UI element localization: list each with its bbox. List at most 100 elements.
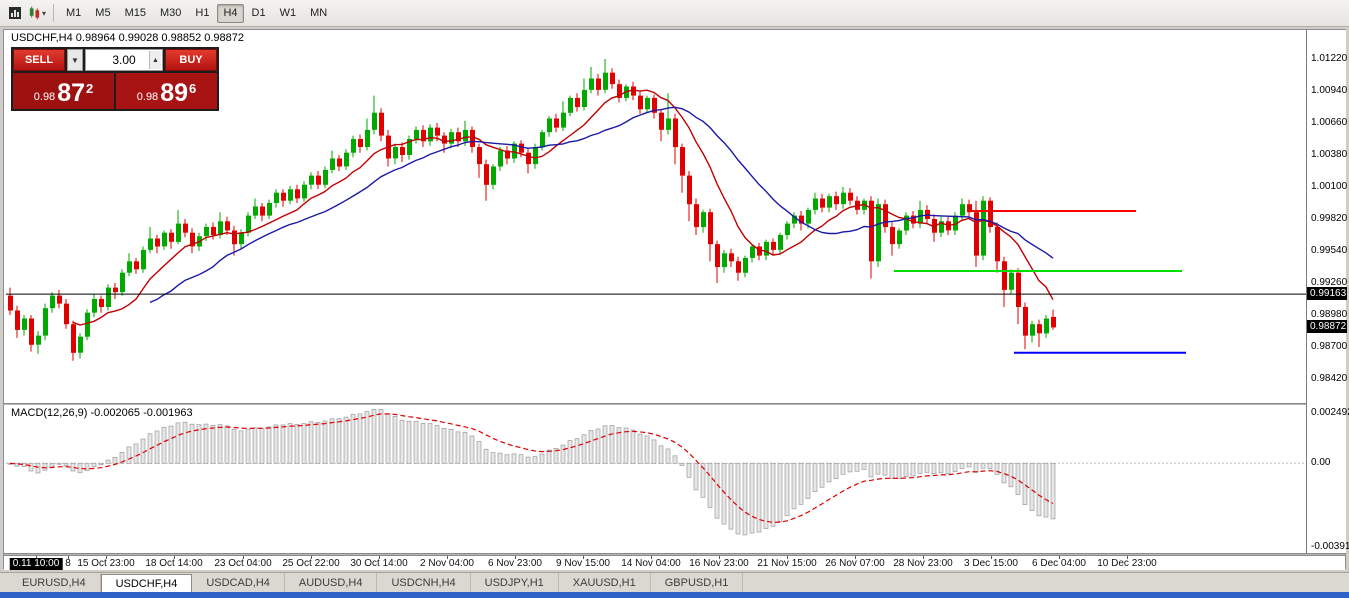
macd-signal-line xyxy=(9,413,1054,523)
time-axis-tick xyxy=(1059,556,1060,559)
price-tag: 0.99163 xyxy=(1307,287,1347,300)
time-axis-tick xyxy=(311,556,312,559)
symbol-tab-xauusd-h1[interactable]: XAUUSD,H1 xyxy=(559,573,651,592)
buy-price-prefix: 0.98 xyxy=(136,91,159,103)
time-axis-tick xyxy=(106,556,107,559)
chart-style-dropdown-caret[interactable]: ▾ xyxy=(41,8,46,18)
sell-button[interactable]: SELL xyxy=(13,49,65,71)
buy-button[interactable]: BUY xyxy=(165,49,217,71)
time-axis-label: 16 Nov 23:00 xyxy=(689,558,749,569)
time-axis-tick xyxy=(174,556,175,559)
time-axis-label: 18 Oct 14:00 xyxy=(145,558,203,569)
time-axis-tick xyxy=(36,556,37,559)
macd-axis-label: 0.00 xyxy=(1311,457,1331,468)
buy-price-display[interactable]: 0.98 89 6 xyxy=(116,73,217,109)
time-axis-tick xyxy=(855,556,856,559)
time-axis-tick xyxy=(515,556,516,559)
time-axis-tick xyxy=(991,556,992,559)
symbol-tab-usdcnh-h4[interactable]: USDCNH,H4 xyxy=(377,573,471,592)
price-axis-label: 0.99820 xyxy=(1311,213,1348,224)
volume-stepper[interactable]: ▲ xyxy=(149,51,161,69)
price-chart-canvas[interactable] xyxy=(6,46,1306,402)
main-toolbar: ▾ M1 M5 M15 M30 H1 H4 D1 W1 MN xyxy=(0,0,1349,27)
price-axis-label: 0.99260 xyxy=(1311,277,1348,288)
time-axis-tick xyxy=(68,556,69,559)
buy-price-pip: 6 xyxy=(189,81,197,96)
time-marker-tag: 0.11 10:00 xyxy=(9,558,63,570)
sell-price-main: 87 xyxy=(57,79,85,107)
chart-ohlc-header: USDCHF,H4 0.98964 0.99028 0.98852 0.9887… xyxy=(11,32,245,44)
timeframe-toolbar: M1 M5 M15 M30 H1 H4 D1 W1 MN xyxy=(59,3,334,23)
time-axis-label: 10 Dec 23:00 xyxy=(1097,558,1157,569)
price-axis[interactable]: 1.01220 1.00940 1.00660 1.00380 1.00100 0.998… xyxy=(1306,30,1349,553)
price-axis-label: 1.01220 xyxy=(1311,53,1348,64)
new-chart-icon[interactable] xyxy=(5,3,25,23)
macd-axis-label: -0.003913 xyxy=(1311,541,1349,552)
dropdown-caret-icon: ▼ xyxy=(71,55,79,65)
time-axis-tick xyxy=(583,556,584,559)
chart-window[interactable]: USDCHF,H4 0.98964 0.99028 0.98852 0.9887… xyxy=(3,29,1349,570)
price-axis-label: 0.98980 xyxy=(1311,309,1348,320)
price-axis-label: 1.00380 xyxy=(1311,149,1348,160)
timeframe-button-m15[interactable]: M15 xyxy=(124,7,146,19)
price-axis-label: 0.98420 xyxy=(1311,373,1348,384)
timeframe-button-h4[interactable]: H4 xyxy=(217,3,244,23)
timeframe-button-w1[interactable]: W1 xyxy=(279,7,297,19)
time-axis-label: 8 xyxy=(65,558,71,569)
window-bottom-edge xyxy=(0,592,1349,598)
sell-price-display[interactable]: 0.98 87 2 xyxy=(13,73,114,109)
timeframe-button-mn[interactable]: MN xyxy=(310,7,328,19)
macd-histogram xyxy=(7,408,1056,536)
macd-canvas[interactable] xyxy=(6,405,1306,553)
panel-splitter-2[interactable] xyxy=(4,553,1345,555)
timeframe-button-h1[interactable]: H1 xyxy=(195,7,210,19)
price-axis-label: 1.00940 xyxy=(1311,85,1348,96)
volume-dropdown-button[interactable]: ▼ xyxy=(67,49,83,71)
price-axis-label: 1.00660 xyxy=(1311,117,1348,128)
symbol-tab-gbpusd-h1[interactable]: GBPUSD,H1 xyxy=(651,573,744,592)
macd-indicator-label: MACD(12,26,9) -0.002065 -0.001963 xyxy=(11,407,193,419)
time-axis-label: 15 Oct 23:00 xyxy=(77,558,135,569)
time-axis-tick xyxy=(787,556,788,559)
symbol-tab-usdjpy-h1[interactable]: USDJPY,H1 xyxy=(471,573,559,592)
time-axis[interactable]: 0.11 10:00 8 15 Oct 23:00 18 Oct 14:00 23 Oc… xyxy=(4,555,1345,570)
ma-slow-line xyxy=(149,106,1054,304)
symbol-tab-eurusd-h4[interactable]: EURUSD,H4 xyxy=(8,573,101,592)
price-axis-label: 0.99540 xyxy=(1311,245,1348,256)
time-axis-label: 23 Oct 04:00 xyxy=(214,558,272,569)
symbol-tab-usdchf-h4[interactable]: USDCHF,H4 xyxy=(100,574,193,592)
time-axis-label: 2 Nov 04:00 xyxy=(420,558,474,569)
volume-input[interactable]: 3.00 ▲ xyxy=(85,49,163,71)
time-axis-tick xyxy=(447,556,448,559)
candlestick-series xyxy=(8,59,1056,361)
chart-style-icon[interactable]: ▾ xyxy=(27,3,47,23)
sell-price-pip: 2 xyxy=(86,81,94,96)
ma-fast-line xyxy=(72,89,1054,326)
chart-style-glyph xyxy=(29,6,40,20)
time-axis-label: 28 Nov 23:00 xyxy=(893,558,953,569)
time-axis-label: 25 Oct 22:00 xyxy=(282,558,340,569)
new-chart-glyph xyxy=(9,7,21,19)
timeframe-button-m30[interactable]: M30 xyxy=(159,7,182,19)
time-axis-tick xyxy=(243,556,244,559)
panel-splitter[interactable] xyxy=(4,403,1345,405)
macd-axis-label: 0.002492 xyxy=(1311,407,1349,418)
stepper-up-icon: ▲ xyxy=(152,56,159,64)
symbol-tab-audusd-h4[interactable]: AUDUSD,H4 xyxy=(285,573,378,592)
time-axis-label: 30 Oct 14:00 xyxy=(350,558,408,569)
time-axis-label: 21 Nov 15:00 xyxy=(757,558,817,569)
price-axis-label: 0.98700 xyxy=(1311,341,1348,352)
time-axis-tick xyxy=(379,556,380,559)
symbol-tab-usdcad-h4[interactable]: USDCAD,H4 xyxy=(192,573,285,592)
timeframe-button-m5[interactable]: M5 xyxy=(95,7,111,19)
price-tag: 0.98872 xyxy=(1307,320,1347,333)
price-axis-label: 1.00100 xyxy=(1311,181,1348,192)
time-axis-label: 9 Nov 15:00 xyxy=(556,558,610,569)
time-axis-tick xyxy=(923,556,924,559)
time-axis-label: 6 Nov 23:00 xyxy=(488,558,542,569)
time-axis-tick xyxy=(719,556,720,559)
timeframe-button-d1[interactable]: D1 xyxy=(251,7,266,19)
sell-price-prefix: 0.98 xyxy=(33,91,56,103)
time-axis-label: 26 Nov 07:00 xyxy=(825,558,885,569)
timeframe-button-m1[interactable]: M1 xyxy=(66,7,82,19)
